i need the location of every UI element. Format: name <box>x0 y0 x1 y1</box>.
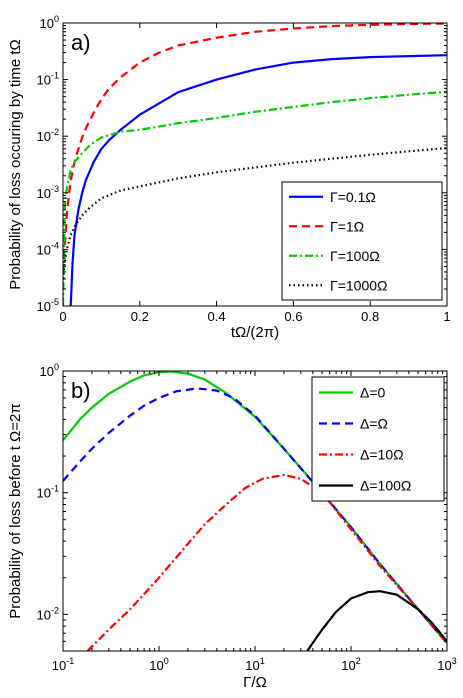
y-tick-label-exponent: -2 <box>51 127 59 137</box>
y-tick-label-exponent: -1 <box>51 484 59 494</box>
x-tick-label-exponent: 0 <box>164 656 169 666</box>
x-tick-label: 0.2 <box>131 309 149 324</box>
x-tick-label: 102 <box>341 656 360 673</box>
y-tick-label: 10-3 <box>37 184 59 201</box>
x-tick-label-exponent: 3 <box>452 656 457 666</box>
x-tick-label-base: 10 <box>149 658 163 673</box>
plot-frame <box>62 22 448 307</box>
y-tick-label-base: 10 <box>37 129 51 144</box>
x-tick-label-base: 10 <box>52 658 66 673</box>
x-axis-label: Γ/Ω <box>243 674 267 691</box>
x-tick-label: 101 <box>245 656 264 673</box>
y-tick-label-base: 10 <box>40 16 54 31</box>
panel-label: b) <box>71 378 91 403</box>
y-tick-label: 100 <box>40 362 59 379</box>
y-axis-label: Probability of loss before t Ω=2π <box>7 403 24 618</box>
x-tick-label: 0 <box>59 309 66 324</box>
legend-label-1: Γ=1Ω <box>330 218 364 234</box>
y-tick-label: 10-2 <box>37 605 59 622</box>
y-tick-label-base: 10 <box>37 299 51 314</box>
y-tick-label-base: 10 <box>37 186 51 201</box>
x-tick-label: 1 <box>443 309 450 324</box>
series-line-2 <box>86 473 447 651</box>
y-tick-label-exponent: -4 <box>51 240 59 250</box>
y-tick-label: 10-1 <box>37 71 59 88</box>
y-tick-label-base: 10 <box>37 242 51 257</box>
x-tick-label: 0.8 <box>361 309 379 324</box>
y-tick-label-base: 10 <box>37 486 51 501</box>
legend: Δ=0 Δ=Ω Δ=10Ω Δ=100Ω <box>311 376 445 502</box>
y-tick-label-base: 10 <box>37 607 51 622</box>
x-tick-label: 100 <box>149 656 168 673</box>
x-tick-label: 0.6 <box>284 309 302 324</box>
chart-panel-b: 10-1 100 101 102 10310-210-1100Γ/ΩProbabilit… <box>7 362 457 691</box>
series-line-3 <box>306 590 447 651</box>
x-tick-label-exponent: 2 <box>356 656 361 666</box>
legend-label-0: Δ=0 <box>360 385 386 401</box>
y-tick-label: 10-5 <box>37 297 59 314</box>
series-line-0 <box>69 54 447 306</box>
y-tick-label-exponent: -1 <box>51 71 59 81</box>
y-tick-label-exponent: -5 <box>51 297 59 307</box>
legend-label-3: Γ=1000Ω <box>330 277 388 293</box>
legend-label-2: Γ=100Ω <box>330 248 380 264</box>
series-line-3 <box>63 146 447 280</box>
x-tick-label-exponent: 1 <box>260 656 265 666</box>
y-tick-label: 10-2 <box>37 127 59 144</box>
chart-panel-a: 0 0.2 0.4 0.6 0.8 110-510-410-310-210-1100tΩ/… <box>7 14 451 341</box>
legend: Γ=0.1Ω Γ=1Ω Γ=100Ω Γ=1000Ω <box>281 181 443 301</box>
x-tick-label: 0.4 <box>208 309 226 324</box>
y-axis-label: Probability of loss occuring by time tΩ <box>7 39 24 289</box>
y-tick-label: 100 <box>40 14 59 31</box>
y-tick-label-base: 10 <box>37 73 51 88</box>
legend-label-2: Δ=10Ω <box>360 447 404 463</box>
x-tick-label-base: 10 <box>437 658 451 673</box>
y-tick-label-exponent: -3 <box>51 184 59 194</box>
x-tick-label: 103 <box>437 656 456 673</box>
series-line-1 <box>63 23 447 245</box>
x-tick-label-base: 10 <box>245 658 259 673</box>
legend-label-0: Γ=0.1Ω <box>330 189 376 205</box>
y-tick-label-exponent: 0 <box>54 362 59 372</box>
y-tick-label: 10-4 <box>37 240 59 257</box>
x-axis-label: tΩ/(2π) <box>231 324 279 341</box>
series-line-0 <box>63 371 447 644</box>
x-tick-label: 10-1 <box>52 656 74 673</box>
y-tick-label-base: 10 <box>40 364 54 379</box>
x-tick-label-base: 10 <box>341 658 355 673</box>
legend-label-1: Δ=Ω <box>360 416 388 432</box>
series-line-2 <box>63 90 447 306</box>
legend-label-3: Δ=100Ω <box>360 478 411 494</box>
y-tick-label-exponent: 0 <box>54 14 59 24</box>
panel-label: a) <box>71 30 91 55</box>
legend-box <box>281 181 443 301</box>
x-tick-label-exponent: -1 <box>66 656 74 666</box>
y-tick-label: 10-1 <box>37 484 59 501</box>
legend-box <box>311 376 445 502</box>
y-tick-label-exponent: -2 <box>51 605 59 615</box>
